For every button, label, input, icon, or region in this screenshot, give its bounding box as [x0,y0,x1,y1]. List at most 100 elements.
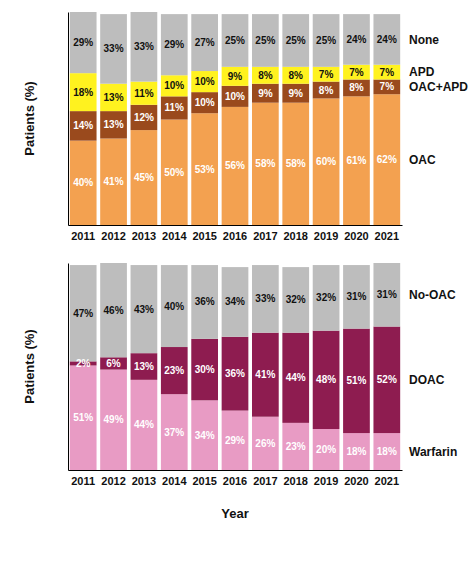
bar-segment [313,82,340,99]
data-label: 46% [104,305,124,316]
bar-segment [70,141,97,225]
tick: 2011 [71,470,95,487]
data-label: 10% [195,76,215,87]
bar-segment [282,67,309,84]
bar-segment [70,73,97,111]
legend-entry: APD [409,65,435,79]
bar-segment [252,417,279,470]
bar-segment [191,339,218,400]
tick: 2019 [314,470,338,487]
bar-segment [70,12,97,73]
data-label: 7% [349,67,364,78]
bar-segment [191,14,218,71]
data-label: 32% [316,292,336,303]
axis-title: Patients (%) [22,81,37,155]
bar-segment [161,96,188,119]
tick-label: 2020 [344,475,368,487]
y-axis [68,13,69,226]
data-label: 27% [195,37,215,48]
tick-label: 2015 [192,230,216,242]
data-label: 62% [377,154,397,165]
data-label: 49% [104,414,124,425]
bar-segment [222,411,249,470]
data-label: 8% [258,70,273,81]
legend-entry: OAC+APD [409,80,468,94]
data-label: 9% [258,88,273,99]
tick: 2016 [223,225,247,242]
tick: 2013 [132,470,156,487]
bar-segment [343,329,370,434]
data-label: 33% [104,43,124,54]
bar-segment [70,111,97,141]
tick: 2017 [253,470,277,487]
tick-label: 2015 [192,475,216,487]
bar-segment [373,94,400,225]
data-label: 10% [225,91,245,102]
data-label: 7% [380,67,395,78]
data-label: 34% [195,430,215,441]
tick: 2016 [223,470,247,487]
data-label: 13% [104,119,124,130]
data-label: 44% [134,419,154,430]
bar-segment [373,65,400,80]
data-label: 50% [164,167,184,178]
bar-segment [100,111,127,138]
tick-label: 2017 [253,475,277,487]
bar-segment [252,84,279,103]
bar-segment [282,267,309,333]
legend-entry: None [409,33,439,47]
legend: WarfarinDOACNo-OAC [409,288,457,459]
bar-segment [161,120,188,225]
tick-label: 2018 [283,475,307,487]
bar-segment [282,84,309,103]
data-label: 43% [134,304,154,315]
tick: 2012 [101,225,125,242]
bar-segment [131,353,158,380]
bar-segment [313,67,340,82]
bar-segment [252,14,279,67]
bar-segment [191,71,218,92]
bar-segment [70,265,97,361]
data-label: 2% [76,358,91,369]
data-label: 33% [255,293,275,304]
data-label: 20% [316,444,336,455]
data-label: 36% [225,368,245,379]
bar-segment [222,337,249,411]
bar-segment [343,14,370,65]
bar-segment [222,267,249,337]
data-label: 18% [73,87,93,98]
bar-segment [100,14,127,84]
bars [70,12,400,225]
legend-entry: No-OAC [409,288,456,302]
data-label: 7% [319,69,334,80]
data-label: 32% [286,294,306,305]
data-label: 58% [286,158,306,169]
axis-line [69,470,403,471]
bar-segment [343,265,370,329]
tick-label: 2011 [71,230,95,242]
tick-label: 2011 [71,475,95,487]
data-label: 34% [225,296,245,307]
tick-label: 2013 [132,475,156,487]
tick: 2011 [71,225,95,242]
tick-label: 2020 [344,230,368,242]
bar-segment [313,429,340,470]
data-label: 26% [255,438,275,449]
data-label: 36% [195,296,215,307]
data-label: 25% [255,35,275,46]
data-label: 40% [73,177,93,188]
data-label: 48% [316,374,336,385]
bar-segment [282,14,309,67]
data-label: 18% [377,446,397,457]
data-label: 9% [228,71,243,82]
legend: OAC OAC+APDAPD None [409,33,468,167]
tick-label: 2016 [223,475,247,487]
tick: 2021 [375,470,399,487]
data-label: 52% [377,374,397,385]
bar-segment [100,139,127,225]
bar-segment [252,265,279,333]
bar-segment [131,130,158,225]
tick-label: 2021 [375,475,399,487]
legend-entry: OAC [409,153,436,167]
data-label: 8% [349,82,364,93]
